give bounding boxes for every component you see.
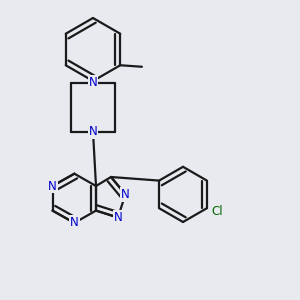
Text: N: N	[88, 76, 98, 89]
Text: Cl: Cl	[212, 205, 223, 218]
Text: N: N	[88, 125, 98, 138]
Text: N: N	[113, 211, 122, 224]
Text: N: N	[121, 188, 130, 201]
Text: N: N	[70, 216, 79, 230]
Text: N: N	[48, 179, 57, 193]
